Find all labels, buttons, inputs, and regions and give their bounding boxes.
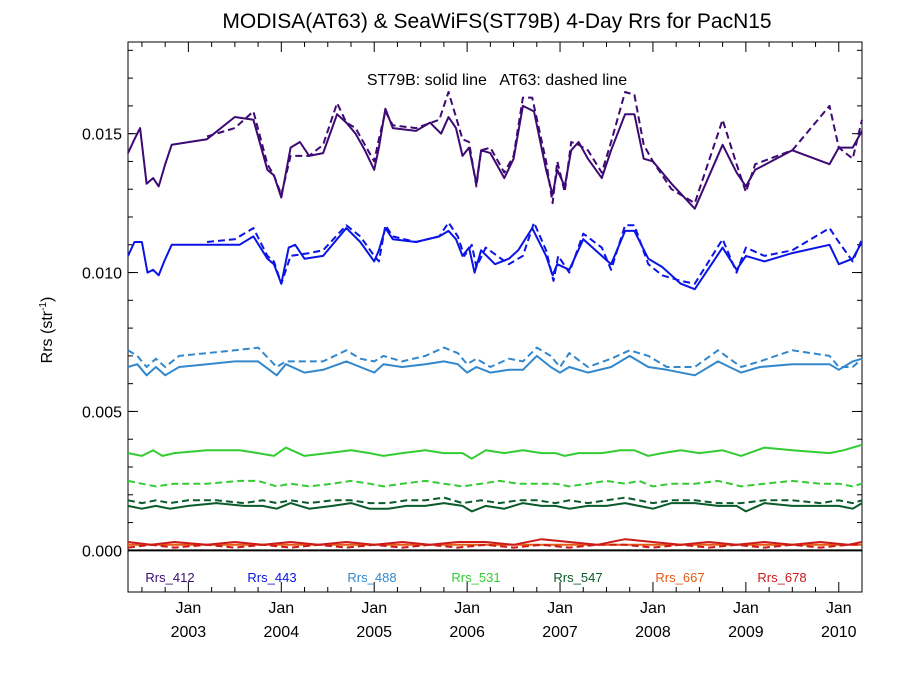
x-tick-month-label: Jan: [547, 600, 573, 617]
series-line-rrs-531-at63: [127, 479, 863, 488]
x-tick-year-label: 2007: [542, 624, 578, 641]
x-tick-month-label: Jan: [268, 600, 294, 617]
plot-area: 0.000 0.005 0.010 0.015 Jan 2003 Jan 2004 Jan 200…: [82, 41, 863, 641]
series-line-rrs-547-st79b: [127, 502, 863, 513]
legend-entry: Rrs_667: [655, 570, 704, 585]
x-tick-month-label: Jan: [640, 600, 666, 617]
x-tick-month-label: Jan: [175, 600, 201, 617]
plot-frame: [127, 41, 863, 593]
legend-entry: Rrs_678: [757, 570, 806, 585]
legend-entry: Rrs_488: [347, 570, 396, 585]
legend-entry: Rrs_412: [145, 570, 194, 585]
series-line-rrs-547-at63: [127, 496, 863, 505]
series-line-rrs-531-st79b: [127, 443, 863, 460]
x-tick-year-label: 2008: [635, 624, 671, 641]
series-line-rrs-443-st79b: [127, 227, 863, 291]
series-line-rrs-412-at63: [206, 91, 863, 205]
x-tick-month-label: Jan: [733, 600, 759, 617]
y-tick-label: 0.010: [82, 266, 122, 283]
y-axis-label: Rrs (str-1): [38, 297, 56, 364]
series-line-rrs-678-st79b: [127, 538, 863, 546]
legend-entry: Rrs_547: [553, 570, 602, 585]
legend-entry: Rrs_443: [247, 570, 296, 585]
series-line-rrs-443-at63: [206, 221, 863, 285]
x-tick-year-label: 2009: [728, 624, 764, 641]
legend-entry: Rrs_531: [451, 570, 500, 585]
chart-title: MODISA(AT63) & SeaWiFS(ST79B) 4-Day Rrs …: [222, 10, 771, 33]
line-style-annotation: ST79B: solid line AT63: dashed line: [367, 72, 627, 89]
series-line-rrs-678-at63: [127, 543, 862, 549]
x-tick-month-label: Jan: [361, 600, 387, 617]
x-tick-year-label: 2010: [821, 624, 857, 641]
x-tick-year-label: 2006: [449, 624, 485, 641]
y-tick-label: 0.005: [82, 404, 122, 421]
x-tick-month-label: Jan: [454, 600, 480, 617]
y-tick-label: 0.000: [82, 543, 122, 560]
x-tick-year-label: 2003: [171, 624, 207, 641]
series-line-rrs-488-st79b: [127, 354, 863, 377]
x-tick-year-label: 2004: [264, 624, 300, 641]
series-line-rrs-412-st79b: [127, 104, 863, 210]
x-tick-month-label: Jan: [826, 600, 852, 617]
series-line-rrs-488-at63: [127, 346, 863, 368]
y-tick-label: 0.015: [82, 127, 122, 144]
x-tick-year-label: 2005: [356, 624, 392, 641]
